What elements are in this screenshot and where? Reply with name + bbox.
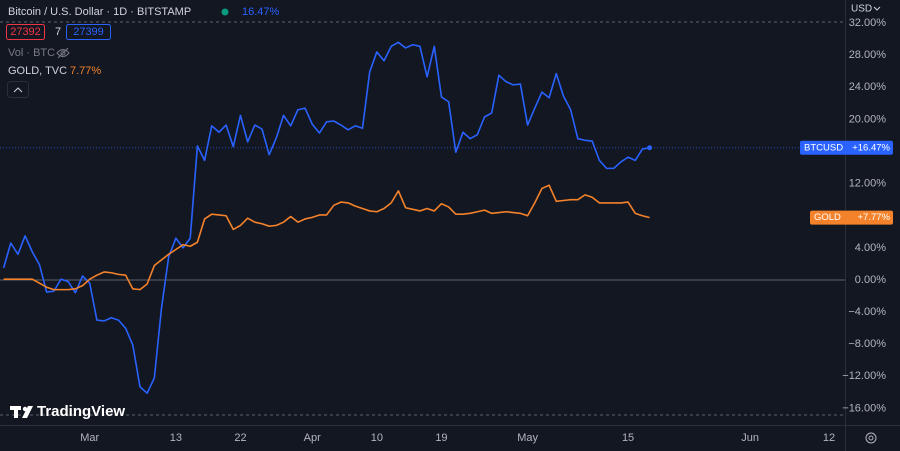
ask-box[interactable] — [66, 24, 111, 40]
x-tick-label: Mar — [80, 432, 99, 444]
badge-name: GOLD — [814, 212, 841, 223]
x-tick-label: Jun — [741, 432, 759, 444]
volume-label: Vol · BTC — [8, 47, 55, 59]
y-tick-label: −16.00% — [842, 402, 886, 414]
status-dot — [221, 8, 229, 16]
y-tick-label: −8.00% — [848, 338, 886, 350]
y-tick-label: 20.00% — [849, 113, 887, 125]
series-line — [3, 184, 650, 291]
watermark: TradingView — [37, 403, 125, 420]
price-badge — [800, 140, 893, 155]
y-tick-label: 0.00% — [855, 274, 886, 286]
chevron-icon — [13, 87, 23, 93]
symbol-title: Bitcoin / U.S. Dollar · 1D · BITSTAMP — [8, 6, 191, 18]
y-tick-label: 4.00% — [855, 242, 886, 254]
y-tick-label: 32.00% — [849, 17, 887, 29]
change-label: 16.47% — [242, 6, 280, 18]
y-tick-label: 12.00% — [849, 178, 887, 190]
price-badge — [810, 210, 893, 225]
y-tick-label: 24.00% — [849, 81, 887, 93]
badge-name: BTCUSD — [804, 142, 843, 153]
hide-icon[interactable] — [56, 47, 70, 59]
badge-value: +16.47% — [852, 142, 890, 153]
series-line — [2, 41, 650, 394]
bid-box[interactable] — [6, 24, 45, 40]
dropdown-icon — [873, 6, 881, 11]
x-tick-label: 13 — [170, 432, 182, 444]
legend-name: GOLD, TVC — [8, 65, 67, 77]
x-tick-label: 15 — [622, 432, 634, 444]
logo-icon — [10, 406, 33, 418]
y-tick-label: 28.00% — [849, 49, 887, 61]
last-point — [647, 145, 653, 151]
x-tick-label: 19 — [435, 432, 447, 444]
x-tick-label: Apr — [304, 432, 321, 444]
x-tick-label: 12 — [823, 432, 835, 444]
y-tick-label: −12.00% — [842, 370, 886, 382]
x-tick-label: 22 — [234, 432, 246, 444]
settings-icon[interactable] — [865, 432, 877, 444]
badge-value: +7.77% — [858, 212, 891, 223]
legend-value: 7.77% — [70, 65, 101, 77]
collapse-button[interactable] — [7, 81, 29, 98]
spread: 7 — [55, 26, 61, 38]
plot-area — [0, 41, 845, 394]
ask: 27399 — [73, 26, 104, 38]
x-tick-label: 10 — [371, 432, 383, 444]
bid: 27392 — [10, 26, 41, 38]
x-tick-label: May — [517, 432, 538, 444]
currency-label[interactable]: USD — [851, 4, 872, 15]
y-tick-label: −4.00% — [848, 306, 886, 318]
